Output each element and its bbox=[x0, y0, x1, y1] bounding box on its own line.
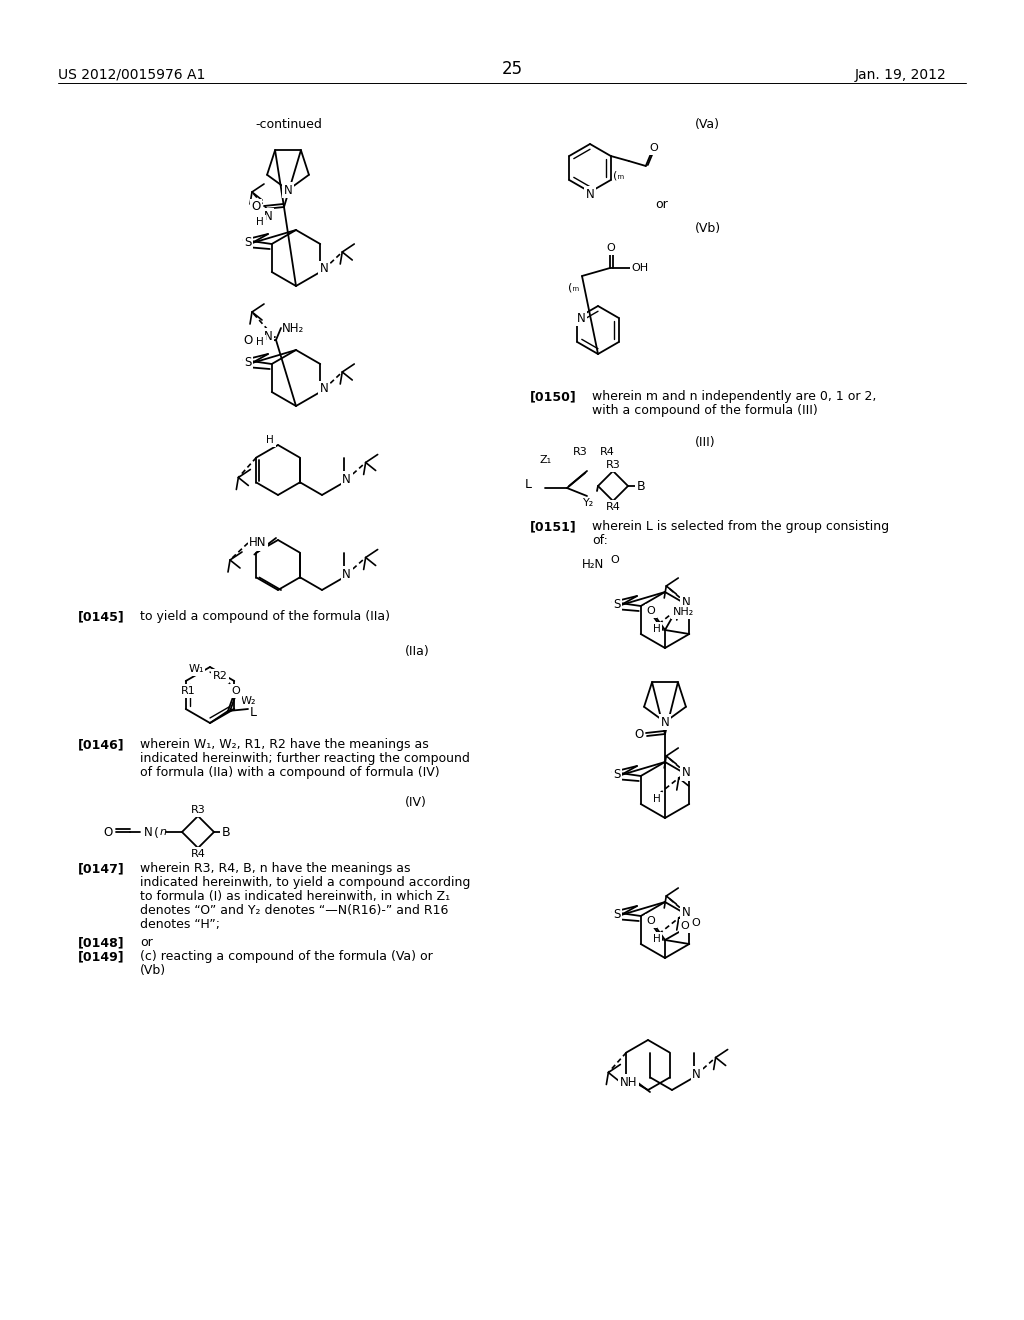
Text: indicated hereinwith, to yield a compound according: indicated hereinwith, to yield a compoun… bbox=[140, 876, 470, 888]
Text: S: S bbox=[245, 236, 252, 249]
Text: W₁: W₁ bbox=[188, 664, 204, 675]
Text: N: N bbox=[319, 263, 329, 276]
Text: S: S bbox=[245, 356, 252, 370]
Text: O: O bbox=[231, 686, 241, 696]
Text: O: O bbox=[691, 917, 699, 928]
Text: S: S bbox=[613, 768, 621, 781]
Text: wherein m and n independently are 0, 1 or 2,: wherein m and n independently are 0, 1 o… bbox=[592, 389, 877, 403]
Text: (ₘ: (ₘ bbox=[568, 282, 580, 292]
Text: N: N bbox=[586, 187, 594, 201]
Text: B: B bbox=[637, 479, 645, 492]
Text: N: N bbox=[682, 907, 690, 920]
Text: (: ( bbox=[154, 828, 159, 840]
Text: L: L bbox=[250, 706, 257, 719]
Text: with a compound of the formula (III): with a compound of the formula (III) bbox=[592, 404, 818, 417]
Text: N: N bbox=[284, 183, 293, 197]
Text: N: N bbox=[692, 1068, 701, 1081]
Text: [0148]: [0148] bbox=[78, 936, 125, 949]
Text: O: O bbox=[649, 143, 658, 153]
Text: NH₂: NH₂ bbox=[673, 607, 693, 616]
Text: R3: R3 bbox=[605, 459, 621, 470]
Text: R2: R2 bbox=[213, 671, 227, 681]
Text: N: N bbox=[143, 825, 153, 838]
Text: of formula (IIa) with a compound of formula (IV): of formula (IIa) with a compound of form… bbox=[140, 766, 439, 779]
Text: R4: R4 bbox=[600, 447, 614, 457]
Text: O: O bbox=[635, 727, 644, 741]
Text: O: O bbox=[251, 201, 261, 214]
Text: W₂: W₂ bbox=[241, 696, 256, 706]
Text: H: H bbox=[653, 795, 660, 804]
Text: (IV): (IV) bbox=[406, 796, 427, 809]
Text: (ₘ: (ₘ bbox=[612, 170, 624, 180]
Text: denotes “O” and Y₂ denotes “—N(R16)-” and R16: denotes “O” and Y₂ denotes “—N(R16)-” an… bbox=[140, 904, 449, 917]
Text: [0149]: [0149] bbox=[78, 950, 125, 964]
Text: OH: OH bbox=[632, 263, 648, 273]
Text: B: B bbox=[221, 825, 230, 838]
Text: O: O bbox=[244, 334, 253, 346]
Text: N: N bbox=[263, 210, 272, 223]
Text: N: N bbox=[577, 312, 586, 325]
Text: denotes “H”;: denotes “H”; bbox=[140, 917, 220, 931]
Text: wherein L is selected from the group consisting: wherein L is selected from the group con… bbox=[592, 520, 889, 533]
Text: to yield a compound of the formula (IIa): to yield a compound of the formula (IIa) bbox=[140, 610, 390, 623]
Text: O: O bbox=[681, 921, 689, 931]
Text: N: N bbox=[319, 383, 329, 396]
Text: [0151]: [0151] bbox=[530, 520, 577, 533]
Text: (Vb): (Vb) bbox=[140, 964, 166, 977]
Text: N: N bbox=[682, 767, 690, 780]
Text: R3: R3 bbox=[573, 447, 588, 457]
Text: H₂N: H₂N bbox=[582, 558, 604, 572]
Text: H: H bbox=[653, 935, 660, 944]
Text: n: n bbox=[160, 828, 167, 837]
Text: N: N bbox=[682, 597, 690, 610]
Text: N: N bbox=[342, 568, 351, 581]
Text: indicated hereinwith; further reacting the compound: indicated hereinwith; further reacting t… bbox=[140, 752, 470, 766]
Text: (III): (III) bbox=[695, 436, 716, 449]
Text: S: S bbox=[613, 598, 621, 611]
Text: S: S bbox=[613, 908, 621, 921]
Text: (Vb): (Vb) bbox=[695, 222, 721, 235]
Text: N: N bbox=[660, 715, 670, 729]
Text: 25: 25 bbox=[502, 59, 522, 78]
Text: [0145]: [0145] bbox=[78, 610, 125, 623]
Text: H: H bbox=[256, 337, 264, 347]
Text: [0147]: [0147] bbox=[78, 862, 125, 875]
Text: H: H bbox=[256, 216, 264, 227]
Text: (IIa): (IIa) bbox=[406, 645, 430, 657]
Text: [0150]: [0150] bbox=[530, 389, 577, 403]
Text: N: N bbox=[342, 473, 351, 486]
Text: Jan. 19, 2012: Jan. 19, 2012 bbox=[855, 69, 947, 82]
Text: Y₂: Y₂ bbox=[583, 498, 594, 508]
Text: to formula (I) as indicated hereinwith, in which Z₁: to formula (I) as indicated hereinwith, … bbox=[140, 890, 451, 903]
Text: NH₂: NH₂ bbox=[282, 322, 304, 335]
Text: or: or bbox=[140, 936, 153, 949]
Text: R4: R4 bbox=[605, 502, 621, 512]
Text: N: N bbox=[263, 330, 272, 342]
Text: R3: R3 bbox=[190, 805, 206, 814]
Text: wherein W₁, W₂, R1, R2 have the meanings as: wherein W₁, W₂, R1, R2 have the meanings… bbox=[140, 738, 429, 751]
Text: R4: R4 bbox=[190, 849, 206, 859]
Text: O: O bbox=[606, 243, 615, 253]
Text: H: H bbox=[653, 624, 660, 634]
Text: [0146]: [0146] bbox=[78, 738, 125, 751]
Text: O: O bbox=[646, 916, 655, 927]
Text: US 2012/0015976 A1: US 2012/0015976 A1 bbox=[58, 69, 206, 82]
Text: NH: NH bbox=[620, 1076, 637, 1089]
Text: -continued: -continued bbox=[255, 117, 322, 131]
Text: H: H bbox=[266, 436, 273, 445]
Text: R1: R1 bbox=[180, 686, 196, 696]
Text: O: O bbox=[646, 606, 655, 616]
Text: O: O bbox=[103, 825, 113, 838]
Text: (c) reacting a compound of the formula (Va) or: (c) reacting a compound of the formula (… bbox=[140, 950, 433, 964]
Text: L: L bbox=[525, 478, 532, 491]
Text: (Va): (Va) bbox=[695, 117, 720, 131]
Text: of:: of: bbox=[592, 535, 608, 546]
Text: wherein R3, R4, B, n have the meanings as: wherein R3, R4, B, n have the meanings a… bbox=[140, 862, 411, 875]
Text: or: or bbox=[655, 198, 668, 211]
Text: HN: HN bbox=[249, 536, 266, 549]
Text: Z₁: Z₁ bbox=[540, 455, 552, 465]
Text: O: O bbox=[610, 554, 618, 565]
